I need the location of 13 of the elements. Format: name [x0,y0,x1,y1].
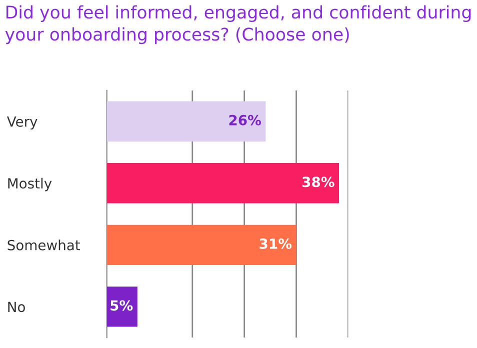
y-tick-label: No [8,302,25,312]
data-label: 31% [260,238,292,249]
data-label: 38% [302,176,334,188]
bar [106,286,138,327]
y-tick-label: Somewhat [8,240,80,250]
bar [106,101,266,142]
bar [106,163,340,204]
y-tick-label: Very [6,116,38,130]
data-label: 26% [229,114,261,126]
y-tick-label: Mostly [8,178,52,192]
data-label: 5% [110,300,133,311]
bar [106,224,296,265]
chart-title: Did you feel informed, engaged, and confident during your onboarding process? (Choose one) [5,5,471,44]
